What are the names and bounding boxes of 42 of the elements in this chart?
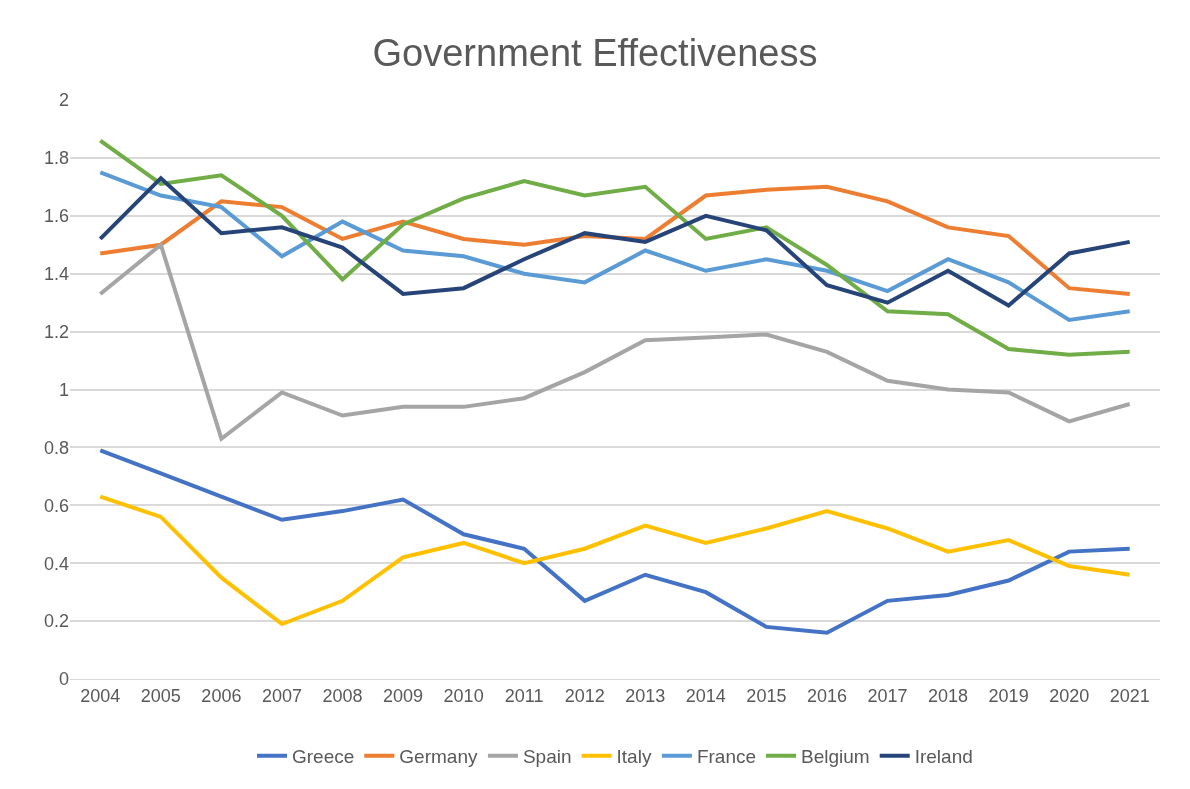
x-tick-label: 2012 bbox=[564, 685, 605, 706]
line-series bbox=[98, 138, 1132, 357]
x-tick-label: 2015 bbox=[746, 685, 787, 706]
line-series bbox=[98, 494, 1132, 626]
x-tick-label: 2009 bbox=[383, 685, 424, 706]
x-tick-label: 2004 bbox=[80, 685, 121, 706]
x-tick-label: 2005 bbox=[140, 685, 181, 706]
legend-label: France bbox=[696, 746, 757, 768]
y-tick-label: 1 bbox=[58, 379, 69, 400]
y-tick-label: 2 bbox=[58, 90, 69, 111]
legend-label: Ireland bbox=[914, 746, 973, 768]
legend-label: Greece bbox=[292, 746, 355, 768]
x-tick-label: 2007 bbox=[261, 685, 302, 706]
y-tick-label: 0.4 bbox=[43, 553, 69, 574]
x-tick-label: 2017 bbox=[867, 685, 908, 706]
x-tick-label: 2018 bbox=[928, 685, 969, 706]
x-tick-label: 2010 bbox=[443, 685, 484, 706]
y-tick-label: 1.6 bbox=[43, 206, 69, 227]
y-tick-label: 0.2 bbox=[43, 611, 69, 632]
y-tick-label: 1.8 bbox=[43, 148, 69, 169]
line-series bbox=[98, 242, 1132, 441]
x-tick-label: 2014 bbox=[685, 685, 726, 706]
x-tick-label: 2008 bbox=[322, 685, 363, 706]
y-tick-label: 0.6 bbox=[43, 495, 69, 516]
x-tick-label: 2021 bbox=[1109, 685, 1150, 706]
legend-label: Belgium bbox=[801, 746, 870, 768]
chart-title: Government Effectiveness bbox=[372, 32, 818, 75]
legend-label: Italy bbox=[616, 746, 652, 768]
legend-label: Germany bbox=[399, 746, 478, 768]
y-tick-label: 0.8 bbox=[43, 437, 69, 458]
x-tick-label: 2019 bbox=[988, 685, 1029, 706]
legend-label: Spain bbox=[522, 746, 572, 768]
x-tick-label: 2020 bbox=[1049, 685, 1090, 706]
line-series bbox=[98, 448, 1132, 635]
y-tick-label: 0 bbox=[58, 669, 69, 690]
x-tick-label: 2013 bbox=[625, 685, 666, 706]
y-tick-label: 1.2 bbox=[43, 321, 69, 342]
x-tick-label: 2006 bbox=[201, 685, 242, 706]
x-tick-label: 2016 bbox=[806, 685, 847, 706]
y-tick-label: 1.4 bbox=[43, 264, 69, 284]
x-tick-label: 2011 bbox=[504, 685, 544, 706]
line-series bbox=[98, 184, 1132, 296]
